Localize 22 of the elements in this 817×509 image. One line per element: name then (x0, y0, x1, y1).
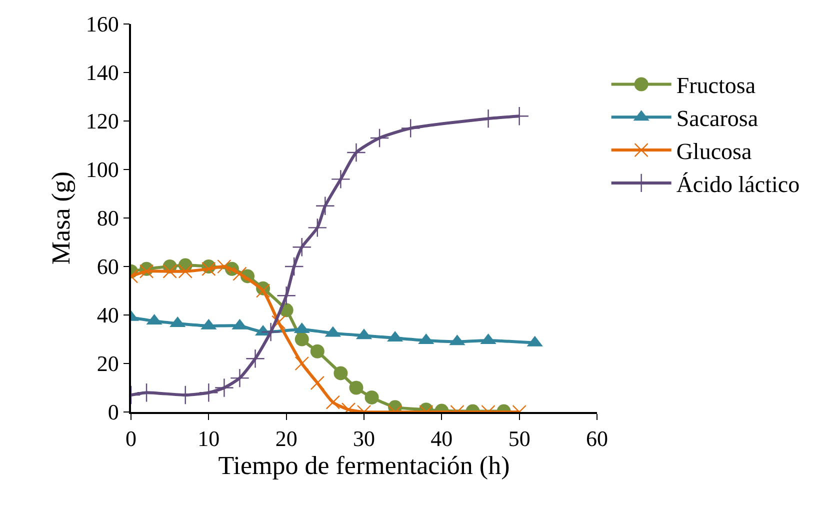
y-tick-label: 40 (96, 302, 119, 328)
x-tick-label: 20 (275, 426, 298, 452)
x-tick-label: 30 (353, 426, 375, 452)
y-axis-title: Masa (g) (46, 171, 76, 265)
y-tick-label: 160 (86, 12, 119, 37)
y-tick-label: 80 (96, 206, 119, 231)
x-axis-title: Tiempo de fermentación (h) (218, 451, 510, 480)
x-tick-label: 40 (430, 426, 453, 452)
x-tick-label: 10 (198, 426, 220, 452)
legend-label: Ácido láctico (676, 172, 800, 197)
y-tick-label: 120 (86, 108, 119, 134)
x-tick-label: 0 (126, 426, 136, 452)
legend-label: Fructosa (676, 73, 756, 98)
legend-label: Sacarosa (676, 106, 758, 132)
x-tick-label: 60 (586, 426, 608, 452)
y-tick-label: 20 (96, 351, 119, 376)
y-tick-label: 140 (86, 60, 119, 86)
x-tick-label: 50 (508, 426, 530, 452)
legend-label: Glucosa (676, 139, 752, 164)
y-tick-label: 0 (108, 400, 119, 425)
y-tick-label: 100 (86, 157, 119, 182)
y-tick-label: 60 (96, 254, 119, 280)
